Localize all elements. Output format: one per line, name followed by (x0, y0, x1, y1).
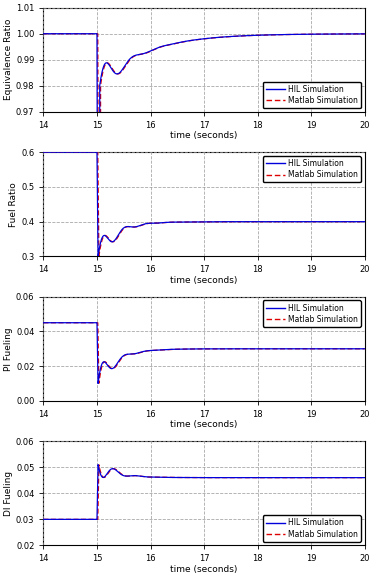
Legend: HIL Simulation, Matlab Simulation: HIL Simulation, Matlab Simulation (263, 156, 361, 183)
Y-axis label: DI Fueling: DI Fueling (4, 470, 13, 516)
Y-axis label: PI Fueling: PI Fueling (4, 327, 13, 370)
X-axis label: time (seconds): time (seconds) (170, 420, 238, 429)
Legend: HIL Simulation, Matlab Simulation: HIL Simulation, Matlab Simulation (263, 301, 361, 327)
Y-axis label: Fuel Ratio: Fuel Ratio (9, 182, 18, 227)
X-axis label: time (seconds): time (seconds) (170, 131, 238, 140)
X-axis label: time (seconds): time (seconds) (170, 276, 238, 285)
Y-axis label: Equivalence Ratio: Equivalence Ratio (4, 19, 13, 101)
Legend: HIL Simulation, Matlab Simulation: HIL Simulation, Matlab Simulation (263, 515, 361, 542)
X-axis label: time (seconds): time (seconds) (170, 565, 238, 574)
Legend: HIL Simulation, Matlab Simulation: HIL Simulation, Matlab Simulation (263, 81, 361, 108)
